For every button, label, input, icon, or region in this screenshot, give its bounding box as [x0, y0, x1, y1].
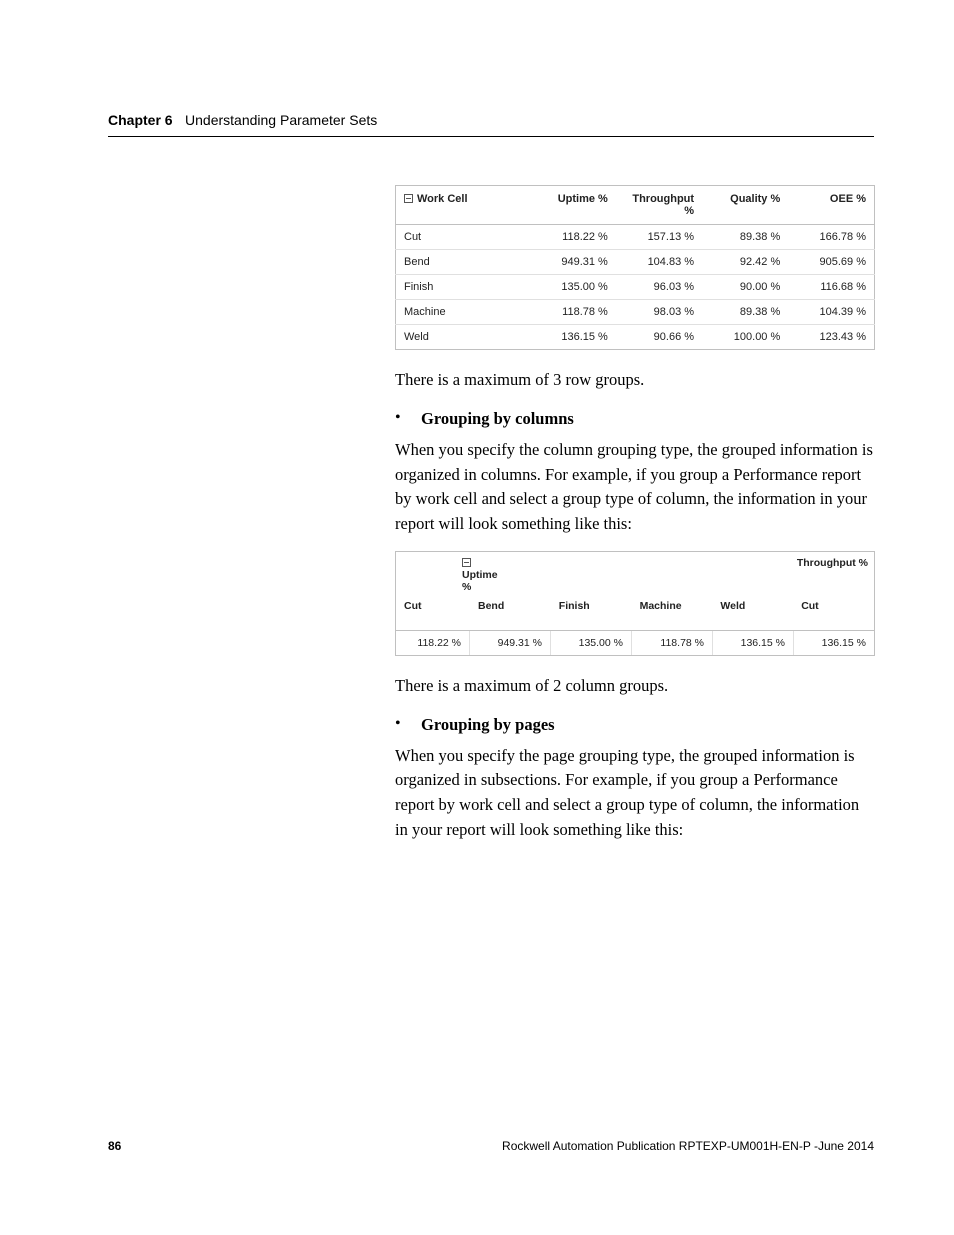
bullet-icon: • [395, 713, 409, 736]
t2-sub: Weld [712, 600, 793, 612]
t2-sub: Finish [551, 600, 632, 612]
t2-uptime-header: Uptime % [462, 569, 498, 593]
page-number: 86 [108, 1139, 121, 1153]
column-groups-note: There is a maximum of 2 column groups. [395, 674, 875, 699]
bullet-columns-heading: Grouping by columns [421, 407, 574, 430]
column-grouping-table: Uptime % Throughput % Cut Bend Finish Ma… [395, 551, 875, 656]
t2-val: 136.15 % [713, 631, 794, 655]
table-row: Bend 949.31 % 104.83 % 92.42 % 905.69 % [396, 250, 875, 275]
bullet-pages: • Grouping by pages [395, 713, 875, 736]
t2-sub: Cut [793, 600, 874, 612]
col-oee: OEE % [788, 186, 874, 225]
chapter-title: Understanding Parameter Sets [185, 112, 377, 128]
t2-sub: Bend [470, 600, 551, 612]
table-row: Machine 118.78 % 98.03 % 89.38 % 104.39 … [396, 300, 875, 325]
table-row: Cut 118.22 % 157.13 % 89.38 % 166.78 % [396, 225, 875, 250]
bullet-icon: • [395, 407, 409, 430]
page-footer: 86 Rockwell Automation Publication RPTEX… [108, 1139, 874, 1153]
bullet-pages-body: When you specify the page grouping type,… [395, 744, 875, 843]
main-content: Work Cell Uptime % Throughput % Quality … [395, 185, 875, 857]
t2-val: 949.31 % [470, 631, 551, 655]
collapse-icon[interactable] [462, 558, 471, 567]
t2-val: 118.22 % [396, 631, 470, 655]
table1-body: Cut 118.22 % 157.13 % 89.38 % 166.78 % B… [396, 225, 875, 350]
col-uptime: Uptime % [530, 186, 616, 225]
publication-info: Rockwell Automation Publication RPTEXP-U… [502, 1139, 874, 1153]
col-workcell: Work Cell [417, 193, 468, 205]
row-groups-note: There is a maximum of 3 row groups. [395, 368, 875, 393]
chapter-label: Chapter 6 [108, 112, 173, 128]
col-throughput: Throughput % [616, 186, 702, 225]
t2-sub: Machine [632, 600, 713, 612]
bullet-columns-body: When you specify the column grouping typ… [395, 438, 875, 537]
col-quality: Quality % [702, 186, 788, 225]
table-row: Finish 135.00 % 96.03 % 90.00 % 116.68 % [396, 275, 875, 300]
row-grouping-table: Work Cell Uptime % Throughput % Quality … [395, 185, 875, 350]
bullet-pages-heading: Grouping by pages [421, 713, 555, 736]
t2-val: 118.78 % [632, 631, 713, 655]
collapse-icon[interactable] [404, 194, 413, 203]
t2-throughput-header: Throughput % [789, 552, 874, 596]
t2-val: 136.15 % [794, 631, 874, 655]
bullet-columns: • Grouping by columns [395, 407, 875, 430]
page-header: Chapter 6 Understanding Parameter Sets [108, 112, 874, 137]
t2-val: 135.00 % [551, 631, 632, 655]
t2-sub: Cut [396, 600, 470, 612]
table-row: Weld 136.15 % 90.66 % 100.00 % 123.43 % [396, 325, 875, 350]
